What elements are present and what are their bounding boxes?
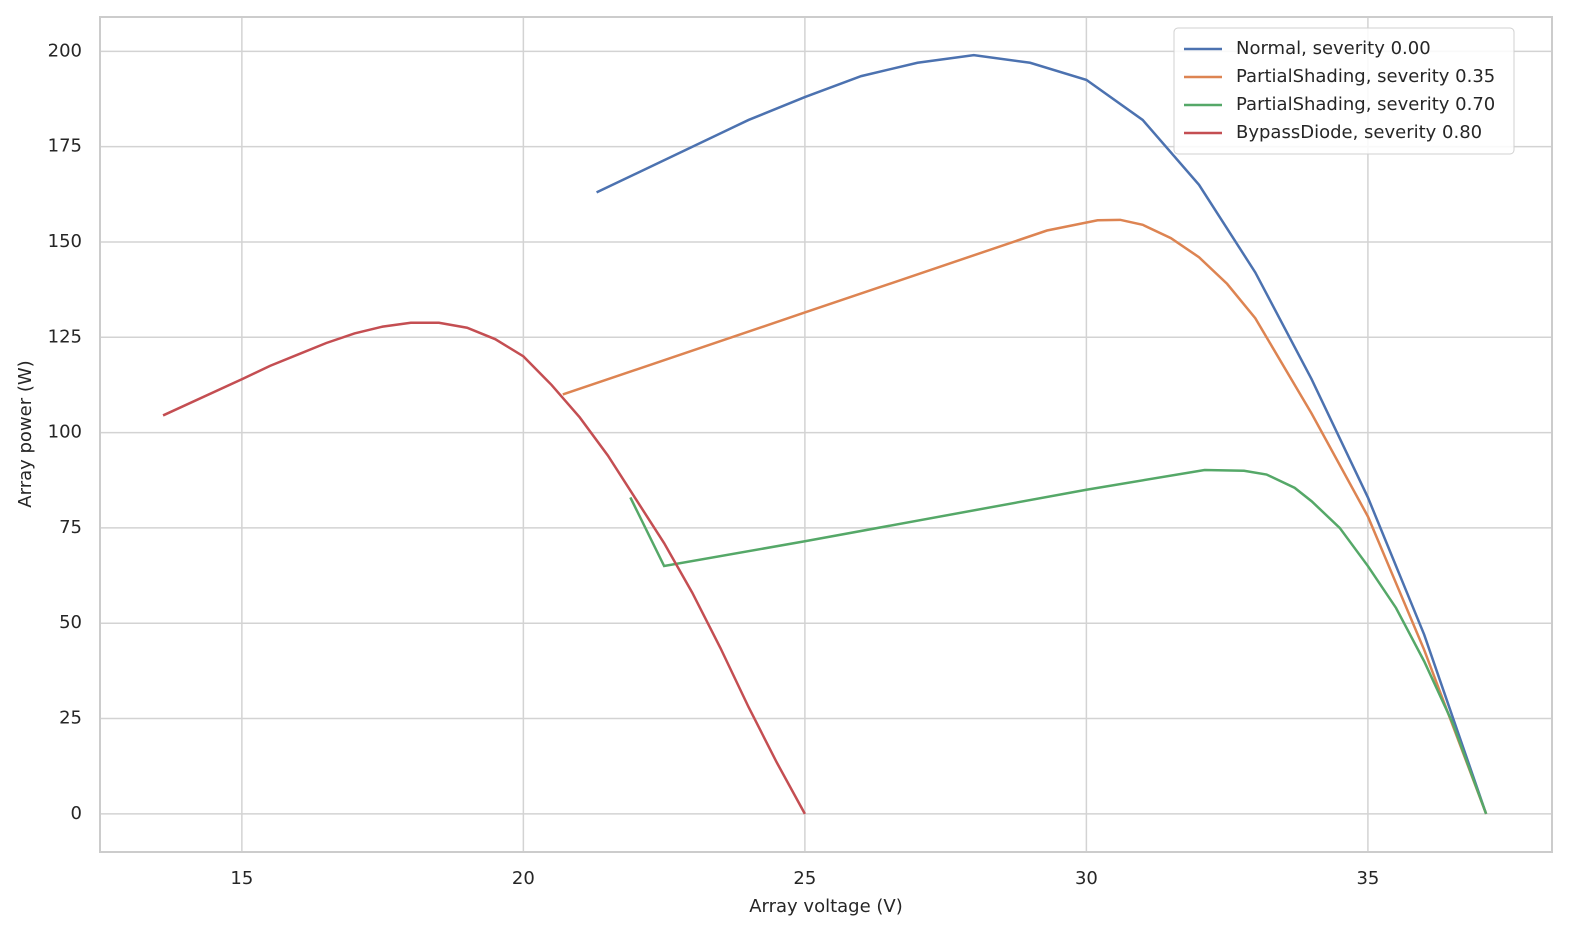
y-tick-label: 175 (48, 136, 82, 157)
y-tick-label: 125 (48, 326, 82, 347)
x-axis-label: Array voltage (V) (749, 896, 903, 917)
series-line (629, 468, 1488, 815)
series-line (596, 53, 1488, 815)
x-tick-label: 25 (793, 868, 816, 889)
x-tick-label: 35 (1356, 868, 1379, 889)
y-tick-label: 0 (71, 803, 82, 824)
y-tick-label: 75 (59, 517, 82, 538)
y-tick-label: 50 (59, 612, 82, 633)
y-tick-label: 25 (59, 708, 82, 729)
y-tick-label: 150 (48, 231, 82, 252)
x-tick-label: 15 (230, 868, 253, 889)
legend-label: Normal, severity 0.00 (1236, 38, 1431, 59)
x-tick-label: 30 (1075, 868, 1098, 889)
legend-label: BypassDiode, severity 0.80 (1236, 122, 1482, 143)
y-axis-label: Array power (W) (15, 360, 36, 507)
legend-box (1173, 27, 1515, 155)
series-line (162, 321, 806, 815)
plot-frame (99, 16, 1553, 853)
legend-label: PartialShading, severity 0.70 (1236, 94, 1495, 115)
y-tick-label: 100 (48, 422, 82, 443)
y-tick-label: 200 (48, 40, 82, 61)
series-line (562, 218, 1488, 815)
legend-label: PartialShading, severity 0.35 (1236, 66, 1495, 87)
x-tick-label: 20 (512, 868, 535, 889)
